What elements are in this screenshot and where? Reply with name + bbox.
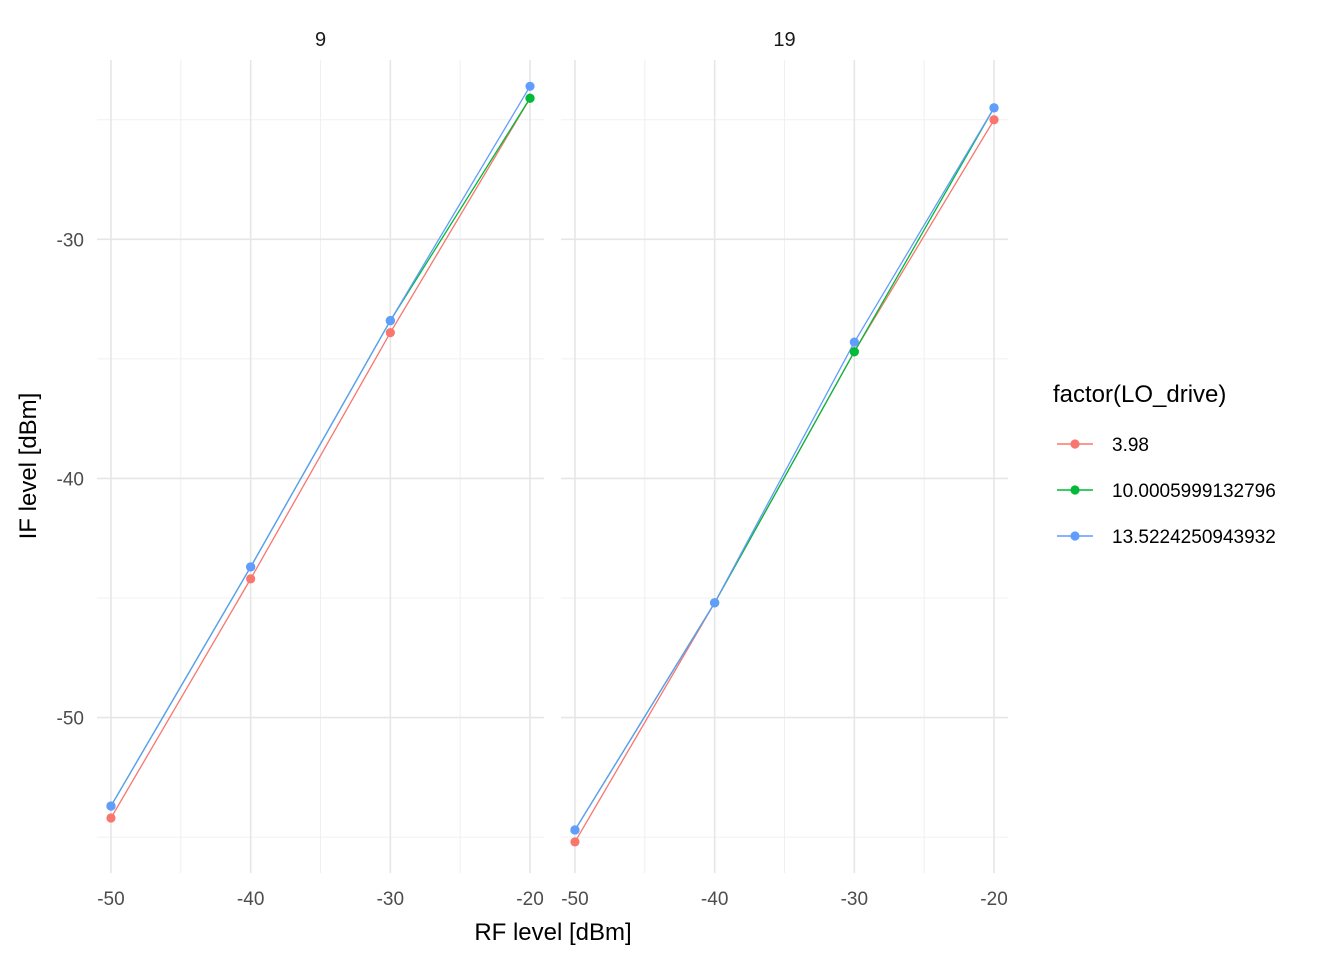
data-point xyxy=(989,115,999,125)
data-point xyxy=(246,574,256,584)
y-tick-label: -50 xyxy=(57,709,84,730)
x-tick-label: -40 xyxy=(701,889,728,910)
facet-strip-label: 9 xyxy=(315,29,326,51)
data-point xyxy=(385,327,395,338)
x-tick-label: -50 xyxy=(561,889,588,910)
data-point xyxy=(246,562,256,572)
data-point xyxy=(570,837,580,847)
legend-item: 13.5224250943932 xyxy=(1057,527,1276,548)
data-point xyxy=(849,337,859,347)
data-point xyxy=(385,316,395,326)
legend-label: 13.5224250943932 xyxy=(1112,527,1276,548)
series-line xyxy=(574,107,995,831)
series-line xyxy=(110,85,531,807)
y-axis-title: IF level [dBm] xyxy=(15,393,42,540)
data-point xyxy=(989,103,999,113)
y-tick-label: -40 xyxy=(57,469,84,490)
chart-panels: 9 -50 -40 -30 -20 -30 -40 -50 19 -50 -40 -30 -20 xyxy=(57,29,1008,910)
data-point xyxy=(525,81,535,91)
x-tick-label: -50 xyxy=(97,889,124,910)
legend-key-point xyxy=(1070,531,1080,541)
series-line xyxy=(110,97,531,819)
data-point xyxy=(570,825,580,835)
facet-strip-label: 19 xyxy=(773,29,795,51)
legend-label: 3.98 xyxy=(1112,435,1149,456)
data-point xyxy=(525,93,535,103)
data-point xyxy=(106,813,116,823)
x-tick-label: -30 xyxy=(377,889,404,910)
x-tick-label: -30 xyxy=(841,889,868,910)
legend: factor(LO_drive) 3.98 10.0005999132796 13.… xyxy=(1053,381,1276,548)
legend-label: 10.0005999132796 xyxy=(1112,481,1276,502)
panel-9: 9 -50 -40 -30 -20 -30 -40 -50 xyxy=(57,29,544,910)
axis-titles: RF level [dBm] IF level [dBm] xyxy=(15,393,632,946)
x-axis-title: RF level [dBm] xyxy=(474,919,631,946)
y-tick-label: -30 xyxy=(57,230,84,251)
legend-key-point xyxy=(1070,485,1080,495)
data-point xyxy=(710,598,720,608)
data-point xyxy=(106,801,116,811)
legend-item: 3.98 xyxy=(1057,435,1149,456)
legend-key-point xyxy=(1070,439,1080,449)
x-tick-label: -40 xyxy=(237,889,264,910)
x-tick-label: -20 xyxy=(516,889,543,910)
x-tick-label: -20 xyxy=(980,889,1007,910)
legend-title: factor(LO_drive) xyxy=(1053,381,1226,408)
data-point xyxy=(849,347,859,357)
legend-items: 3.98 10.0005999132796 13.5224250943932 xyxy=(1057,435,1276,548)
legend-item: 10.0005999132796 xyxy=(1057,481,1276,502)
panel-19: 19 -50 -40 -30 -20 xyxy=(561,29,1008,910)
